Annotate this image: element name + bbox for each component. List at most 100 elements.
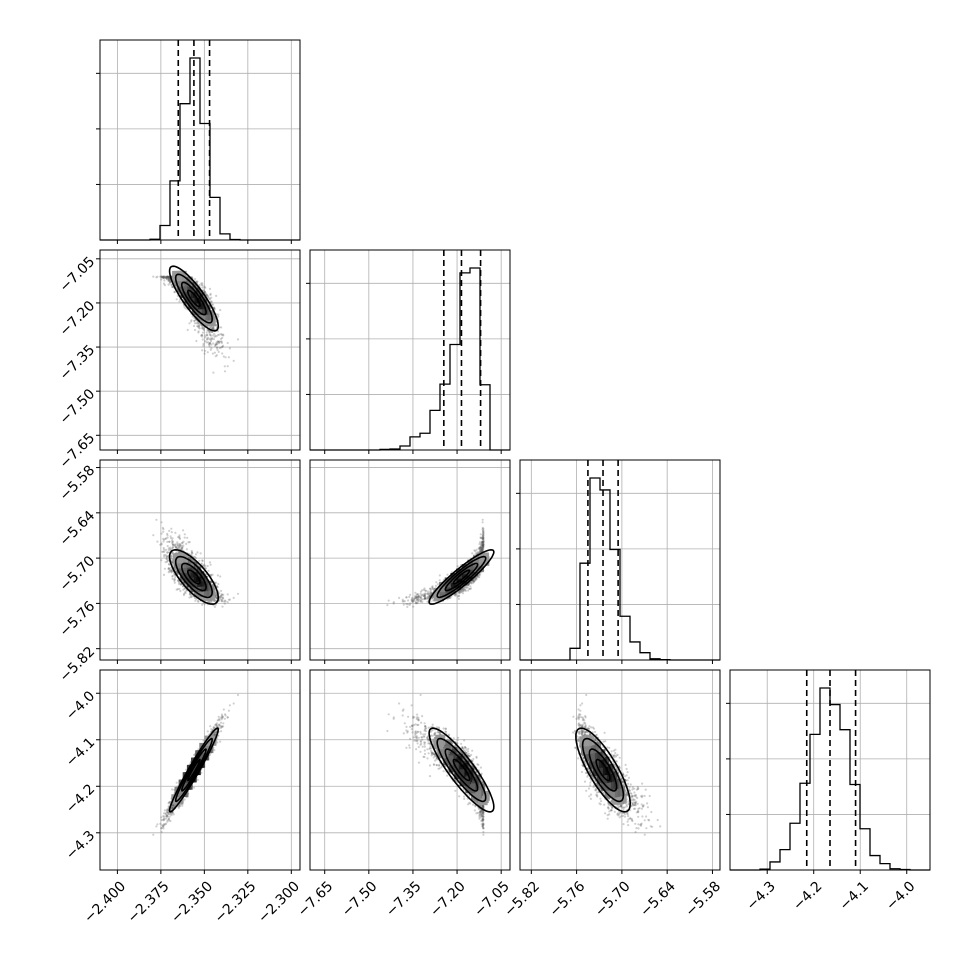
sample-point (178, 546, 181, 549)
sample-point (166, 532, 169, 536)
sample-point (220, 598, 223, 601)
sample-point (164, 548, 168, 552)
sample-point (179, 544, 182, 547)
sample-point (481, 546, 484, 550)
sample-point (221, 605, 224, 608)
sample-point (419, 599, 422, 602)
sample-point (171, 285, 174, 289)
sample-point (202, 328, 205, 332)
sample-point (201, 327, 204, 330)
sample-point (196, 325, 199, 328)
sample-point (184, 592, 187, 595)
sample-point (170, 556, 173, 559)
sample-point (208, 561, 212, 564)
sample-point (176, 541, 179, 544)
sample-point (220, 593, 223, 596)
sample-point (162, 282, 166, 285)
sample-point (207, 296, 210, 299)
sample-point (171, 537, 174, 540)
sample-point (181, 547, 184, 550)
sample-point (165, 277, 168, 280)
sample-point (203, 602, 206, 606)
sample-point (210, 347, 213, 350)
sample-point (162, 275, 165, 278)
histogram-p0 (100, 57, 300, 241)
sample-point (227, 598, 230, 601)
sample-point (205, 293, 208, 297)
sample-point (217, 315, 220, 318)
sample-point (204, 290, 207, 294)
density-cell (188, 299, 199, 310)
sample-point (164, 276, 168, 279)
sample-point (392, 601, 395, 604)
sample-point (481, 546, 484, 550)
contour-1.5sigma (174, 555, 214, 599)
sample-point (163, 275, 166, 278)
scatter-panel-p0-p1 (152, 265, 240, 374)
sample-point (189, 593, 192, 596)
sample-point (221, 597, 225, 600)
sample-point (196, 551, 199, 554)
sample-point (215, 597, 218, 600)
sample-point (185, 548, 188, 551)
sample-point (162, 275, 166, 279)
sample-point (193, 319, 196, 322)
sample-point (192, 324, 196, 328)
panel-grid (310, 460, 510, 660)
sample-point (454, 593, 457, 597)
sample-point (427, 593, 430, 596)
sample-point (220, 589, 223, 593)
sample-point (200, 282, 203, 285)
sample-point (169, 535, 172, 538)
sample-point (170, 570, 173, 574)
sample-point (196, 322, 199, 325)
sample-point (197, 323, 200, 326)
sample-point (161, 276, 164, 279)
sample-point (209, 333, 212, 336)
sample-point (217, 333, 220, 337)
sample-point (218, 592, 221, 595)
sample-point (167, 279, 170, 282)
sample-point (199, 552, 202, 555)
sample-point (221, 345, 224, 348)
sample-point (165, 560, 169, 563)
sample-point (168, 276, 171, 280)
sample-point (177, 580, 180, 583)
sample-point (165, 275, 168, 278)
sample-point (167, 562, 171, 566)
sample-point (468, 582, 471, 585)
sample-point (163, 555, 166, 558)
sample-point (170, 283, 173, 287)
sample-point (207, 569, 210, 572)
sample-point (180, 547, 183, 550)
sample-point (178, 545, 181, 548)
sample-point (228, 347, 231, 350)
sample-point (209, 293, 212, 296)
sample-point (216, 586, 219, 589)
sample-point (166, 534, 169, 537)
sample-point (193, 322, 196, 325)
sample-point (182, 544, 185, 547)
sample-point (236, 338, 240, 341)
sample-point (193, 319, 196, 322)
sample-point (212, 342, 215, 345)
sample-point (220, 600, 223, 603)
sample-point (197, 331, 200, 334)
sample-point (208, 331, 211, 335)
sample-point (196, 599, 200, 602)
sample-point (168, 280, 172, 283)
sample-point (164, 537, 167, 541)
sample-point (464, 586, 467, 589)
sample-point (218, 340, 221, 343)
contour-0.5sigma (187, 289, 201, 308)
sample-point (190, 596, 193, 599)
sample-point (178, 587, 181, 591)
sample-point (166, 276, 169, 279)
sample-point (413, 597, 416, 600)
sample-point (166, 536, 169, 539)
sample-point (179, 583, 182, 586)
sample-point (205, 331, 208, 334)
sample-point (213, 308, 216, 311)
sample-point (201, 284, 204, 287)
sample-point (197, 600, 200, 603)
